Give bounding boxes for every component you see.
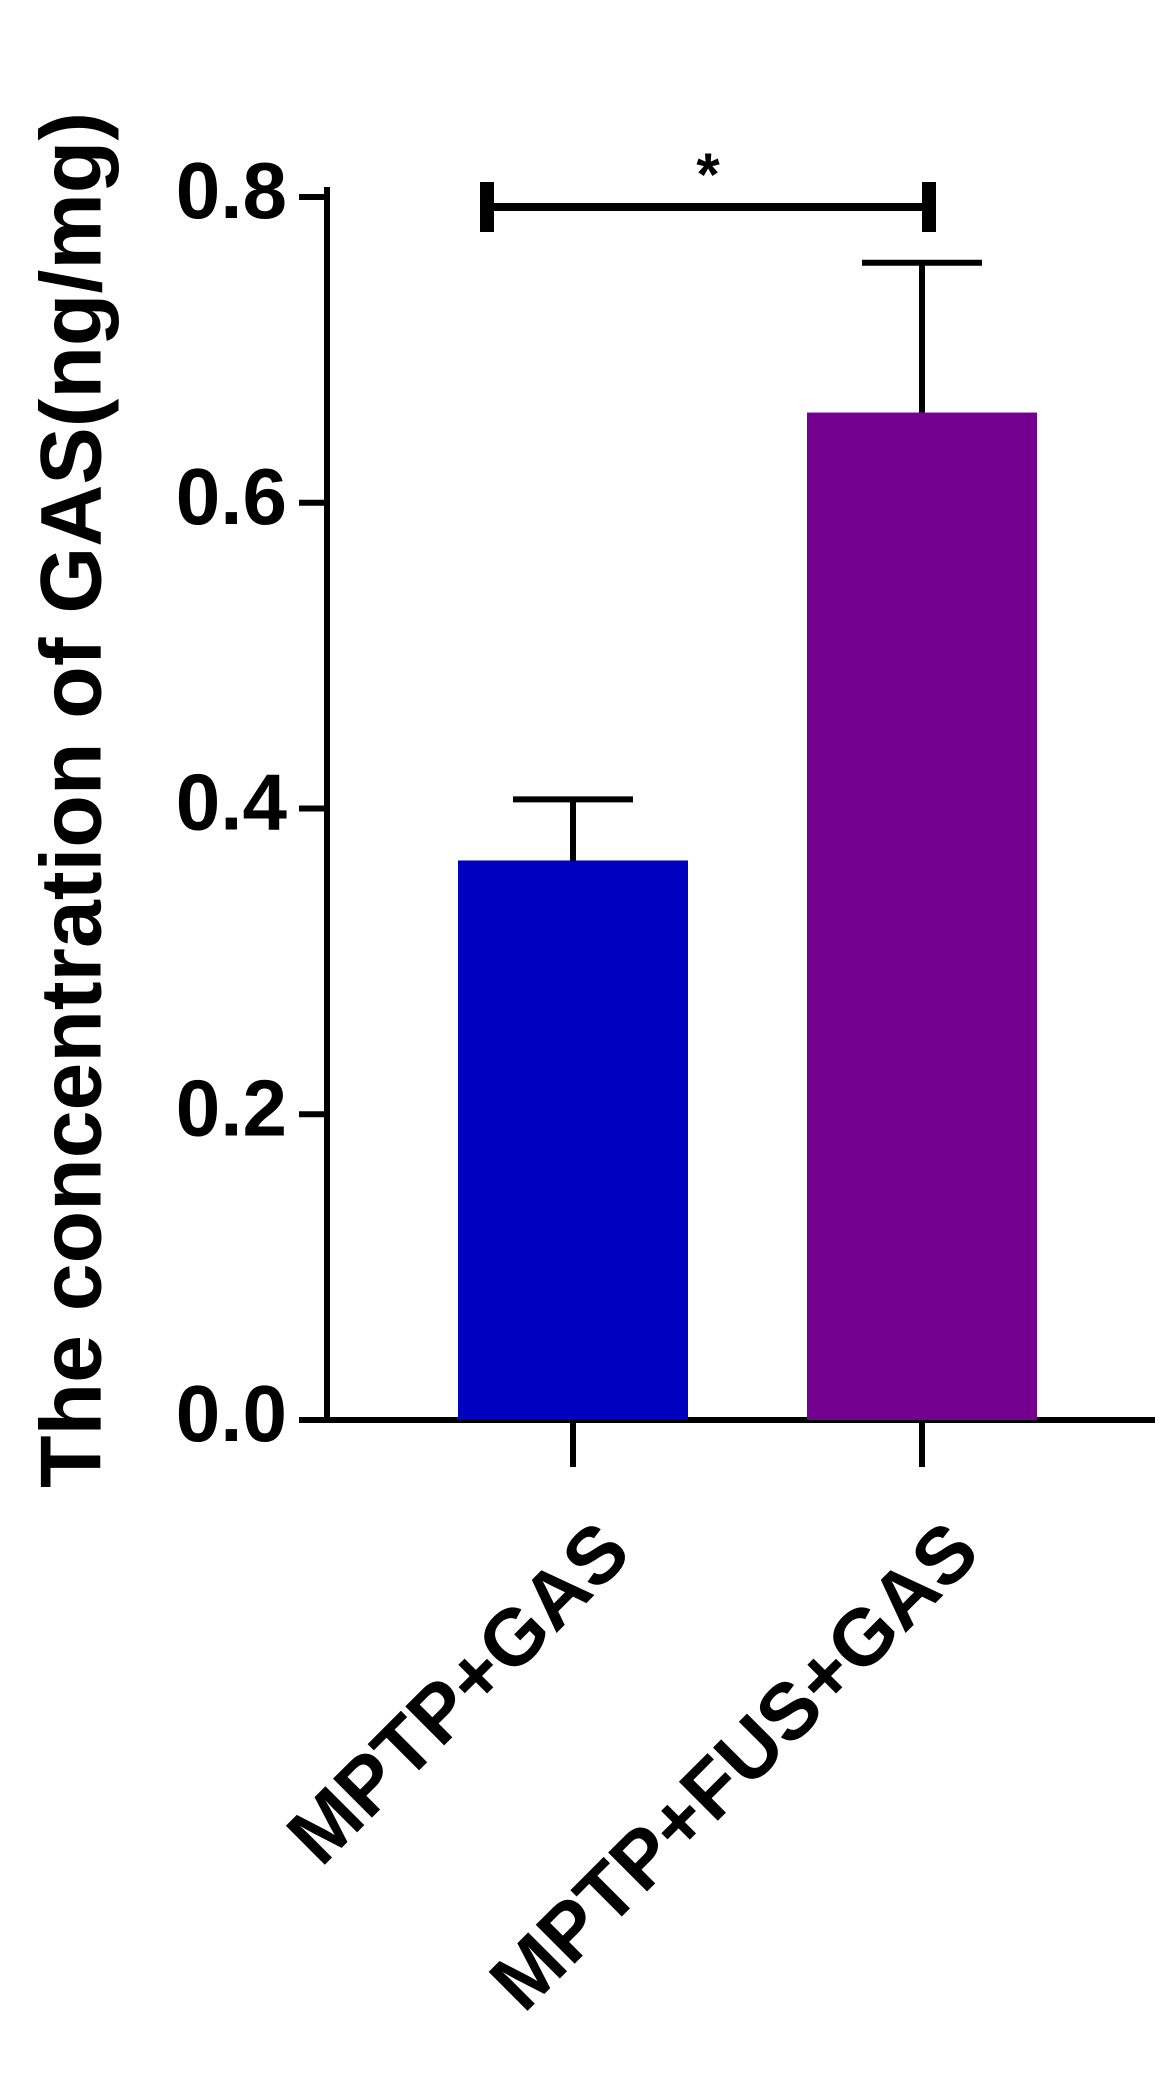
- y-tick-label: 0.0: [176, 1369, 287, 1458]
- significance-label: *: [696, 141, 720, 208]
- y-tick-label: 0.8: [176, 146, 287, 235]
- bar: [807, 412, 1037, 1421]
- y-tick-label: 0.4: [176, 758, 288, 847]
- bar: [458, 860, 688, 1420]
- y-tick-label: 0.6: [176, 452, 287, 541]
- y-axis-label: The concentration of GAS(ng/mg): [24, 112, 120, 1488]
- x-tick-label: MPTP+GAS: [270, 1505, 646, 1881]
- y-tick-label: 0.2: [176, 1063, 287, 1152]
